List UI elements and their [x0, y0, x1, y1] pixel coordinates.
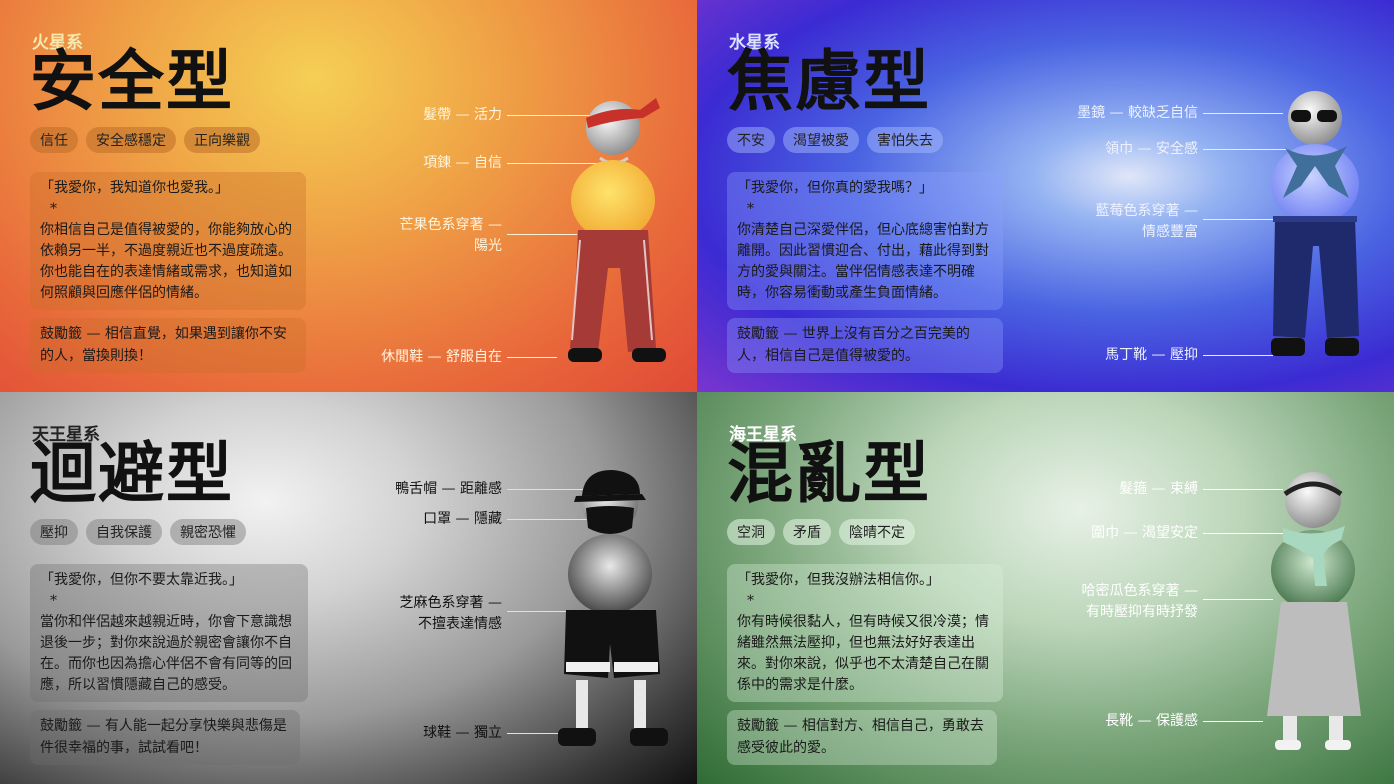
encouragement-box: 鼓勵籤 — 相信直覺，如果遇到讓你不安的人，當換則換！ [30, 318, 306, 374]
encouragement-text: 鼓勵籤 — 相信直覺，如果遇到讓你不安的人，當換則換！ [40, 326, 287, 364]
tag-list: 空洞 矛盾 陰晴不定 [727, 519, 915, 545]
description-text: 你有時候很黏人，但有時候又很冷漠；情緒雖然無法壓抑，但也無法好好表達出來。對你來… [737, 614, 989, 693]
tag: 信任 [30, 127, 78, 153]
label-clothing: 藍莓色系穿著 — [1095, 203, 1198, 219]
label-clothing: 哈密瓜色系穿著 — [1081, 583, 1198, 599]
label-headband: 髮帶 — 活力 [423, 107, 502, 123]
star-mark: * [747, 201, 754, 217]
planet-label: 天王星系 [32, 425, 100, 445]
encouragement-box: 鼓勵籤 — 有人能一起分享快樂與悲傷是件很幸福的事，試試看吧！ [30, 710, 300, 766]
type-title: 混亂型 [727, 434, 931, 512]
quote-text: 「我愛你，我知道你也愛我。」 [40, 180, 229, 196]
panel-disorganized: 海王星系 混亂型 空洞 矛盾 陰晴不定 「我愛你，但我沒辦法相信你。」 * 你有… [697, 392, 1394, 784]
label-cap: 鴨舌帽 — 距離感 [395, 481, 502, 497]
planet-label: 水星系 [729, 33, 780, 53]
label-necklace: 項鍊 — 自信 [423, 155, 502, 171]
label-clothing-meaning: 有時壓抑有時抒發 [1086, 604, 1198, 620]
pointer-line [1203, 721, 1263, 722]
pointer-line [1203, 149, 1288, 150]
pointer-line [507, 489, 587, 490]
pointer-line [1203, 113, 1283, 114]
description-text: 你相信自己是值得被愛的，你能夠放心的依賴另一半，不過度親近也不過度疏遠。你也能自… [40, 222, 292, 301]
encouragement-text: 鼓勵籤 — 有人能一起分享快樂與悲傷是件很幸福的事，試試看吧！ [40, 718, 287, 756]
encouragement-text: 鼓勵籤 — 世界上沒有百分之百完美的人，相信自己是值得被愛的。 [737, 326, 970, 364]
tag: 不安 [727, 127, 775, 153]
type-title: 安全型 [30, 42, 234, 120]
label-sneakers: 球鞋 — 獨立 [423, 725, 502, 741]
pointer-line [507, 519, 589, 520]
pointer-line [1203, 219, 1273, 220]
pointer-line [1203, 599, 1273, 600]
pointer-line [1203, 355, 1273, 356]
description-box: 「我愛你，但我沒辦法相信你。」 * 你有時候很黏人，但有時候又很冷漠；情緒雖然無… [727, 564, 1003, 702]
tag-list: 不安 渴望被愛 害怕失去 [727, 127, 943, 153]
description-box: 「我愛你，但你真的愛我嗎？」 * 你清楚自己深愛伴侶，但心底總害怕對方離開。因此… [727, 172, 1003, 310]
person-illustration-icon [1267, 472, 1361, 750]
label-clothing: 芒果色系穿著 — [399, 217, 502, 233]
pointer-line [507, 234, 577, 235]
description-text: 當你和伴侶越來越親近時，你會下意識想退後一步；對你來說過於親密會讓你不自在。而你… [40, 614, 292, 693]
quote-text: 「我愛你，但你不要太靠近我。」 [40, 572, 243, 588]
star-mark: * [50, 201, 57, 217]
encouragement-text: 鼓勵籤 — 相信對方、相信自己，勇敢去感受彼此的愛。 [737, 718, 984, 756]
panel-avoidant: 天王星系 迴避型 壓抑 自我保護 親密恐懼 「我愛你，但你不要太靠近我。」 * … [0, 392, 697, 784]
label-boots: 長靴 — 保護感 [1105, 713, 1198, 729]
label-clothing-meaning: 情感豐富 [1142, 224, 1198, 240]
tag: 陰晴不定 [839, 519, 915, 545]
pointer-line [507, 611, 567, 612]
star-mark: * [50, 593, 57, 609]
tag: 安全感穩定 [86, 127, 176, 153]
description-box: 「我愛你，但你不要太靠近我。」 * 當你和伴侶越來越親近時，你會下意識想退後一步… [30, 564, 308, 702]
encouragement-box: 鼓勵籤 — 相信對方、相信自己，勇敢去感受彼此的愛。 [727, 710, 997, 766]
planet-label: 火星系 [32, 33, 83, 53]
label-scarf: 圍巾 — 渴望安定 [1091, 525, 1198, 541]
label-clothing-meaning: 不擅表達情感 [418, 616, 502, 632]
tag: 害怕失去 [867, 127, 943, 153]
pointer-line [507, 357, 557, 358]
label-clothing-meaning: 陽光 [474, 238, 502, 254]
person-illustration-icon [568, 98, 666, 362]
label-mask: 口罩 — 隱藏 [423, 511, 502, 527]
pointer-line [507, 115, 602, 116]
label-clothing: 芝麻色系穿著 — [399, 595, 502, 611]
person-illustration-icon [558, 470, 668, 746]
tag: 空洞 [727, 519, 775, 545]
description-text: 你清楚自己深愛伴侶，但心底總害怕對方離開。因此習慣迎合、付出，藉此得到對方的愛與… [737, 222, 989, 301]
label-scarf: 領巾 — 安全感 [1105, 141, 1198, 157]
label-headband: 髮箍 — 束縛 [1119, 481, 1198, 497]
panel-secure: 火星系 安全型 信任 安全感穩定 正向樂觀 「我愛你，我知道你也愛我。」 * 你… [0, 0, 697, 392]
pointer-line [507, 163, 599, 164]
encouragement-box: 鼓勵籤 — 世界上沒有百分之百完美的人，相信自己是值得被愛的。 [727, 318, 1003, 374]
tag: 矛盾 [783, 519, 831, 545]
planet-label: 海王星系 [729, 425, 797, 445]
panel-anxious: 水星系 焦慮型 不安 渴望被愛 害怕失去 「我愛你，但你真的愛我嗎？」 * 你清… [697, 0, 1394, 392]
pointer-line [507, 733, 562, 734]
quote-text: 「我愛你，但我沒辦法相信你。」 [737, 572, 940, 588]
label-boots: 馬丁靴 — 壓抑 [1105, 347, 1198, 363]
type-title: 焦慮型 [727, 42, 931, 120]
tag-list: 壓抑 自我保護 親密恐懼 [30, 519, 246, 545]
tag: 渴望被愛 [783, 127, 859, 153]
pointer-line [1203, 489, 1283, 490]
quote-text: 「我愛你，但你真的愛我嗎？」 [737, 180, 933, 196]
label-shoes: 休閒鞋 — 舒服自在 [381, 349, 502, 365]
label-sunglasses: 墨鏡 — 較缺乏自信 [1077, 105, 1198, 121]
tag: 自我保護 [86, 519, 162, 545]
star-mark: * [747, 593, 754, 609]
tag: 正向樂觀 [184, 127, 260, 153]
type-title: 迴避型 [30, 434, 234, 512]
pointer-line [1203, 533, 1288, 534]
tag: 親密恐懼 [170, 519, 246, 545]
tag: 壓抑 [30, 519, 78, 545]
tag-list: 信任 安全感穩定 正向樂觀 [30, 127, 260, 153]
description-box: 「我愛你，我知道你也愛我。」 * 你相信自己是值得被愛的，你能夠放心的依賴另一半… [30, 172, 306, 310]
person-illustration-icon [1271, 91, 1359, 356]
